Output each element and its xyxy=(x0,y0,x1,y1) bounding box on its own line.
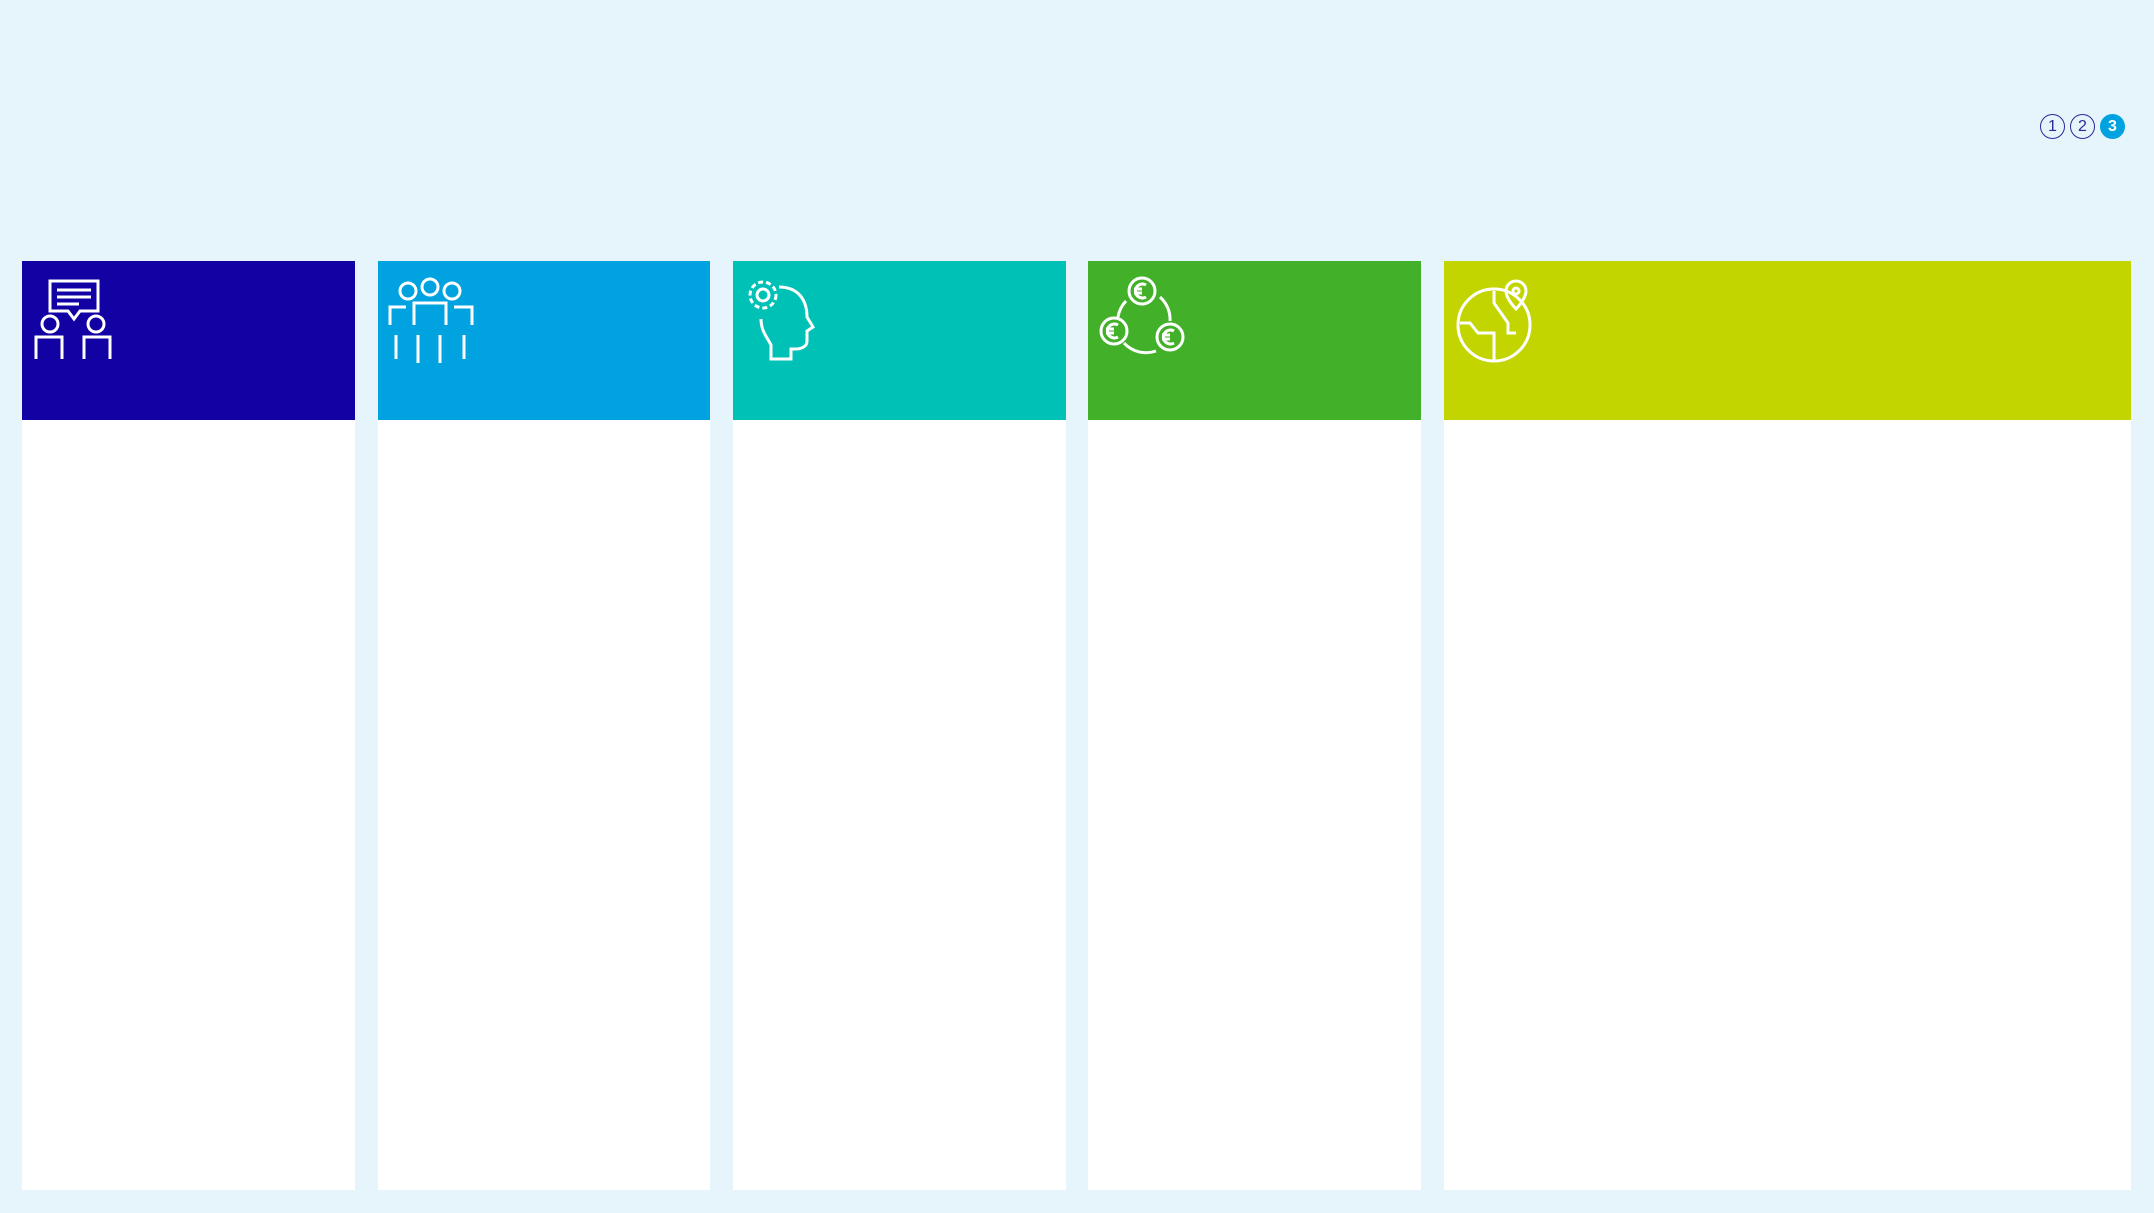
column-3-header xyxy=(733,261,1066,420)
page-3-button[interactable]: 3 xyxy=(2100,114,2125,139)
column-4-header xyxy=(1088,261,1421,420)
column-2-header xyxy=(378,261,710,420)
column-5-header xyxy=(1444,261,2131,420)
team-group-icon xyxy=(388,277,474,363)
pagination: 1 2 3 xyxy=(2040,114,2125,139)
column-1 xyxy=(22,261,355,1190)
page-1-button[interactable]: 1 xyxy=(2040,114,2065,139)
globe-location-icon xyxy=(1456,279,1532,363)
column-3 xyxy=(733,261,1066,1190)
column-1-header xyxy=(22,261,355,420)
column-4 xyxy=(1088,261,1421,1190)
head-gear-icon xyxy=(748,280,816,361)
euro-cycle-icon xyxy=(1099,276,1185,355)
page-2-button[interactable]: 2 xyxy=(2070,114,2095,139)
column-5 xyxy=(1444,261,2131,1190)
people-conversation-icon xyxy=(34,279,112,359)
column-2 xyxy=(378,261,710,1190)
